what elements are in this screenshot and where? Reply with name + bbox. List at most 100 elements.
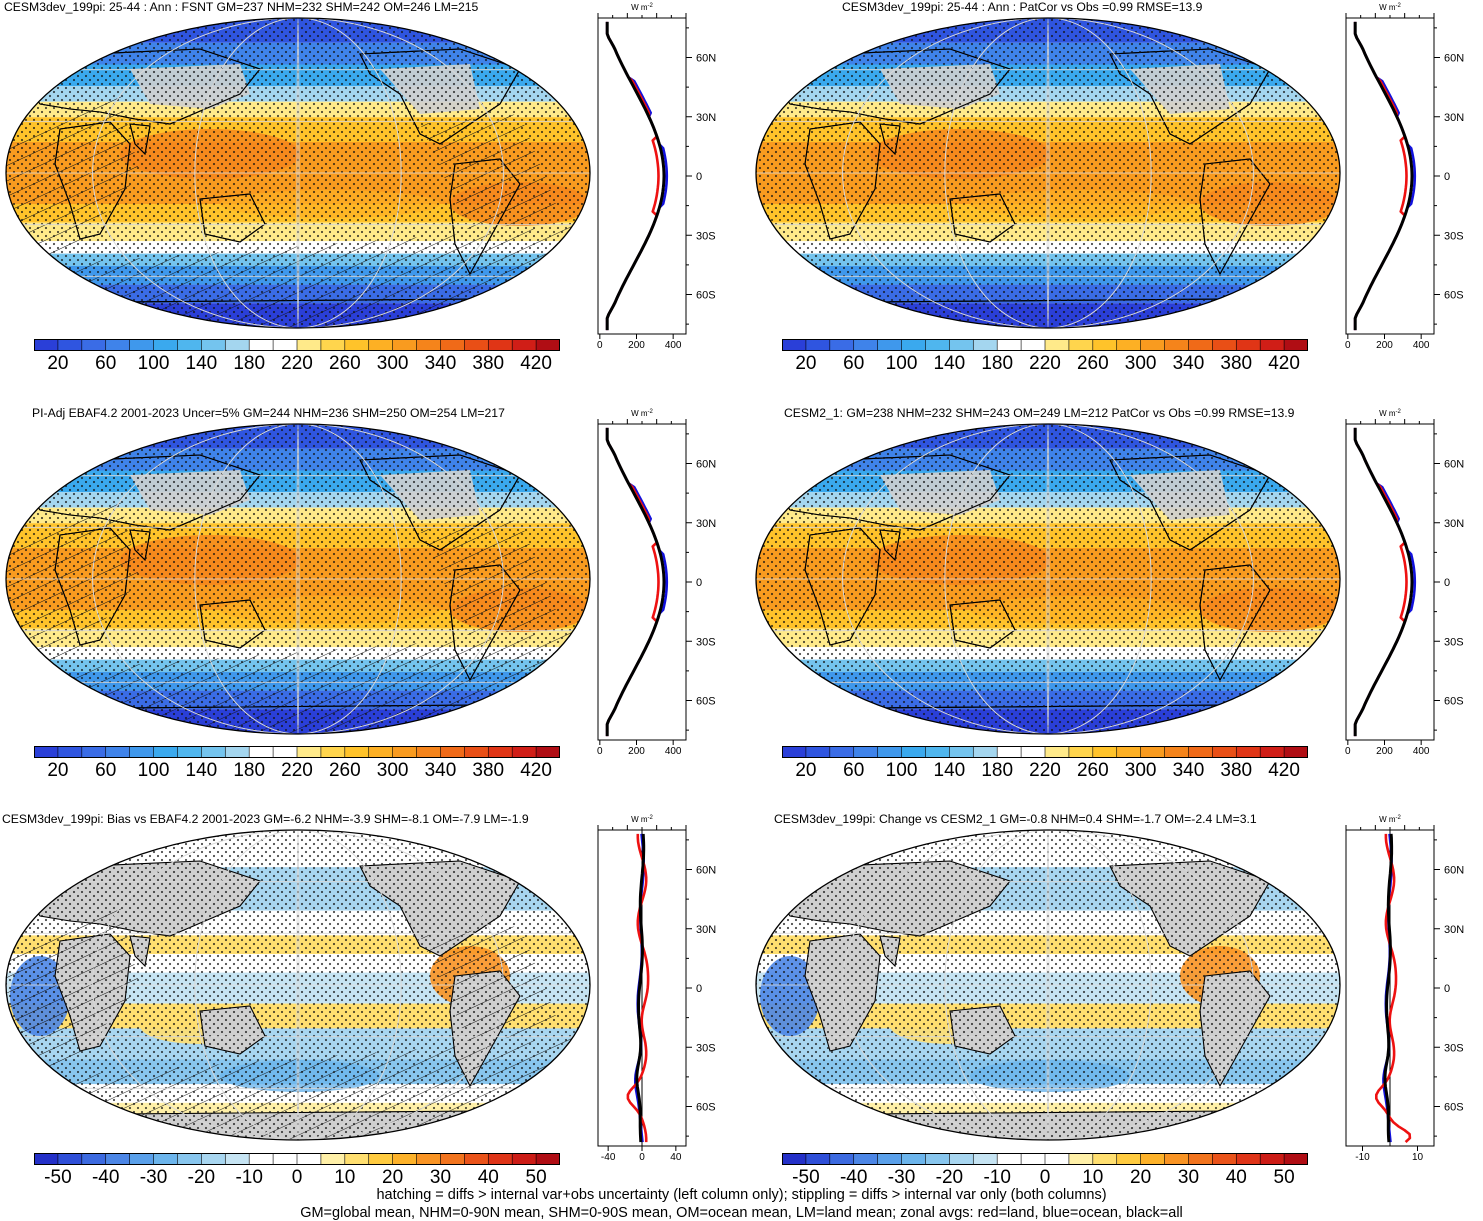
zonal-lat-tick-label: 60S: [696, 696, 716, 708]
zonal-x-tick-label: 0: [639, 1152, 645, 1163]
colorbar-swatch: [511, 1153, 537, 1165]
zonal-lat-tick-label: 30S: [696, 636, 716, 648]
colorbar-swatch: [1044, 1153, 1070, 1165]
colorbar-swatch: [129, 746, 155, 758]
colorbar-swatch: [782, 746, 807, 758]
colorbar-tick-label: 60: [95, 760, 117, 781]
colorbar-swatch: [535, 339, 560, 351]
panel-title: CESM3dev_199pi: Change vs CESM2_1 GM=-0.…: [774, 812, 1257, 826]
colorbar-swatch: [925, 1153, 951, 1165]
colorbar-swatch: [1044, 339, 1070, 351]
zonal-lat-tick-label: 60S: [1444, 290, 1464, 302]
panel-title: CESM3dev_199pi: Bias vs EBAF4.2 2001-202…: [2, 812, 529, 826]
colorbar-tick-label: 10: [334, 1167, 356, 1188]
zonal-x-tick-label: -40: [601, 1152, 616, 1163]
zonal-unit-label: W m-2: [631, 409, 653, 418]
zonal-curve-land: [605, 427, 660, 737]
zonal-curve-land: [605, 21, 660, 331]
colorbar-tick-label: 10: [1082, 1167, 1104, 1188]
colorbar-swatch: [440, 746, 466, 758]
zonal-lat-tick-label: 60N: [1444, 53, 1464, 65]
zonal-lat-tick-label: 30N: [696, 924, 716, 936]
colorbar-swatch: [829, 1153, 855, 1165]
zonal-x-tick-label: -10: [1355, 1152, 1370, 1163]
colorbar-tick-label: -10: [983, 1167, 1011, 1188]
colorbar-swatch: [901, 746, 927, 758]
zonal-lat-tick-label: 30N: [1444, 112, 1464, 124]
colorbar-swatch: [1140, 339, 1166, 351]
colorbar-swatch: [949, 746, 975, 758]
colorbar-swatch: [81, 1153, 107, 1165]
colorbar-swatch: [972, 339, 998, 351]
colorbar-swatch: [464, 339, 490, 351]
colorbar-tick-label: 50: [1273, 1167, 1295, 1188]
colorbar-labels: -50 -40 -30 -20 -10 0 10 20 30 40 50: [34, 1167, 560, 1191]
colorbar-swatch: [925, 746, 951, 758]
colorbar-tick-label: 260: [1076, 760, 1109, 781]
colorbar: [782, 1153, 1308, 1165]
colorbar-tick-label: 140: [185, 353, 218, 374]
colorbar-tick-label: -30: [887, 1167, 916, 1188]
colorbar-swatch: [949, 1153, 975, 1165]
colorbar-swatch: [105, 1153, 131, 1165]
colorbar-swatch: [1212, 339, 1238, 351]
zonal-x-tick-label: 0: [597, 746, 603, 757]
zonal-unit-label: W m-2: [1379, 409, 1401, 418]
zonal-mean-plot: W m-2 -40 0 40 60N 30N 0 30S 60S: [597, 815, 716, 1163]
zonal-x-tick-label: 200: [628, 340, 645, 351]
colorbar-swatch: [153, 339, 179, 351]
colorbar-tick-label: 340: [1172, 353, 1205, 374]
colorbar-tick-label: -40: [91, 1167, 120, 1188]
colorbar-swatch: [1283, 339, 1308, 351]
colorbar-swatch: [877, 746, 903, 758]
panel-patcor-cesm3dev: CESM3dev_199pi: 25-44 : Ann : PatCor vs …: [748, 0, 1483, 400]
zonal-lat-tick-label: 30S: [1444, 230, 1464, 242]
zonal-lat-tick-label: 0: [1444, 577, 1450, 589]
colorbar-swatch: [34, 1153, 59, 1165]
colorbar-swatch: [416, 339, 442, 351]
zonal-mean-plot: W m-2 0 200 400 60N 30N 0 30S 60S: [597, 409, 716, 757]
colorbar-swatch: [1092, 746, 1118, 758]
zonal-lat-tick-label: 60S: [696, 290, 716, 302]
panel-title: CESM2_1: GM=238 NHM=232 SHM=243 OM=249 L…: [784, 406, 1295, 420]
colorbar-swatch: [1188, 746, 1214, 758]
colorbar-tick-label: 380: [1220, 353, 1253, 374]
colorbar-swatch: [81, 339, 107, 351]
colorbar-tick-label: 20: [382, 1167, 404, 1188]
colorbar-swatch: [320, 1153, 346, 1165]
colorbar-swatch: [34, 746, 59, 758]
colorbar-swatch: [129, 339, 155, 351]
colorbar-swatch: [925, 339, 951, 351]
colorbar-swatch: [1020, 339, 1046, 351]
zonal-curve-all: [635, 833, 646, 1143]
zonal-mean-plot: W m-2 -10 10 60N 30N 0 30S 60S: [1345, 815, 1464, 1163]
colorbar-swatch: [996, 1153, 1022, 1165]
colorbar-tick-label: 140: [933, 353, 966, 374]
map-patcor-cesm3dev: [755, 17, 1341, 329]
colorbar-tick-label: 180: [233, 760, 266, 781]
zonal-lat-tick-label: 60N: [696, 53, 716, 65]
colorbar-swatch: [105, 746, 131, 758]
zonal-lat-tick-label: 0: [696, 983, 702, 995]
colorbar-tick-label: 300: [1124, 353, 1157, 374]
zonal-mean-plot: W m-2 0 200 400 60N 30N 0 30S 60S: [1345, 3, 1464, 351]
colorbar-swatch: [487, 339, 513, 351]
zonal-x-tick-label: 200: [1376, 340, 1393, 351]
colorbar-swatch: [782, 339, 807, 351]
zonal-curve-land: [1353, 427, 1408, 737]
colorbar-swatch: [416, 746, 442, 758]
colorbar-tick-label: 30: [1177, 1167, 1200, 1188]
panel-change-vs-cesm2: CESM3dev_199pi: Change vs CESM2_1 GM=-0.…: [748, 812, 1483, 1188]
zonal-lat-tick-label: 60S: [1444, 1102, 1464, 1114]
colorbar-swatch: [57, 339, 83, 351]
colorbar-swatch: [487, 746, 513, 758]
colorbar-swatch: [272, 1153, 298, 1165]
zonal-curve-all: [1353, 21, 1414, 331]
colorbar-swatch: [248, 746, 274, 758]
zonal-lat-tick-label: 0: [696, 171, 702, 183]
zonal-curve-land: [1353, 21, 1408, 331]
colorbar-tick-label: 380: [472, 353, 505, 374]
colorbar-swatch: [201, 1153, 227, 1165]
colorbar-tick-label: 260: [1076, 353, 1109, 374]
colorbar-tick-label: 340: [424, 760, 457, 781]
